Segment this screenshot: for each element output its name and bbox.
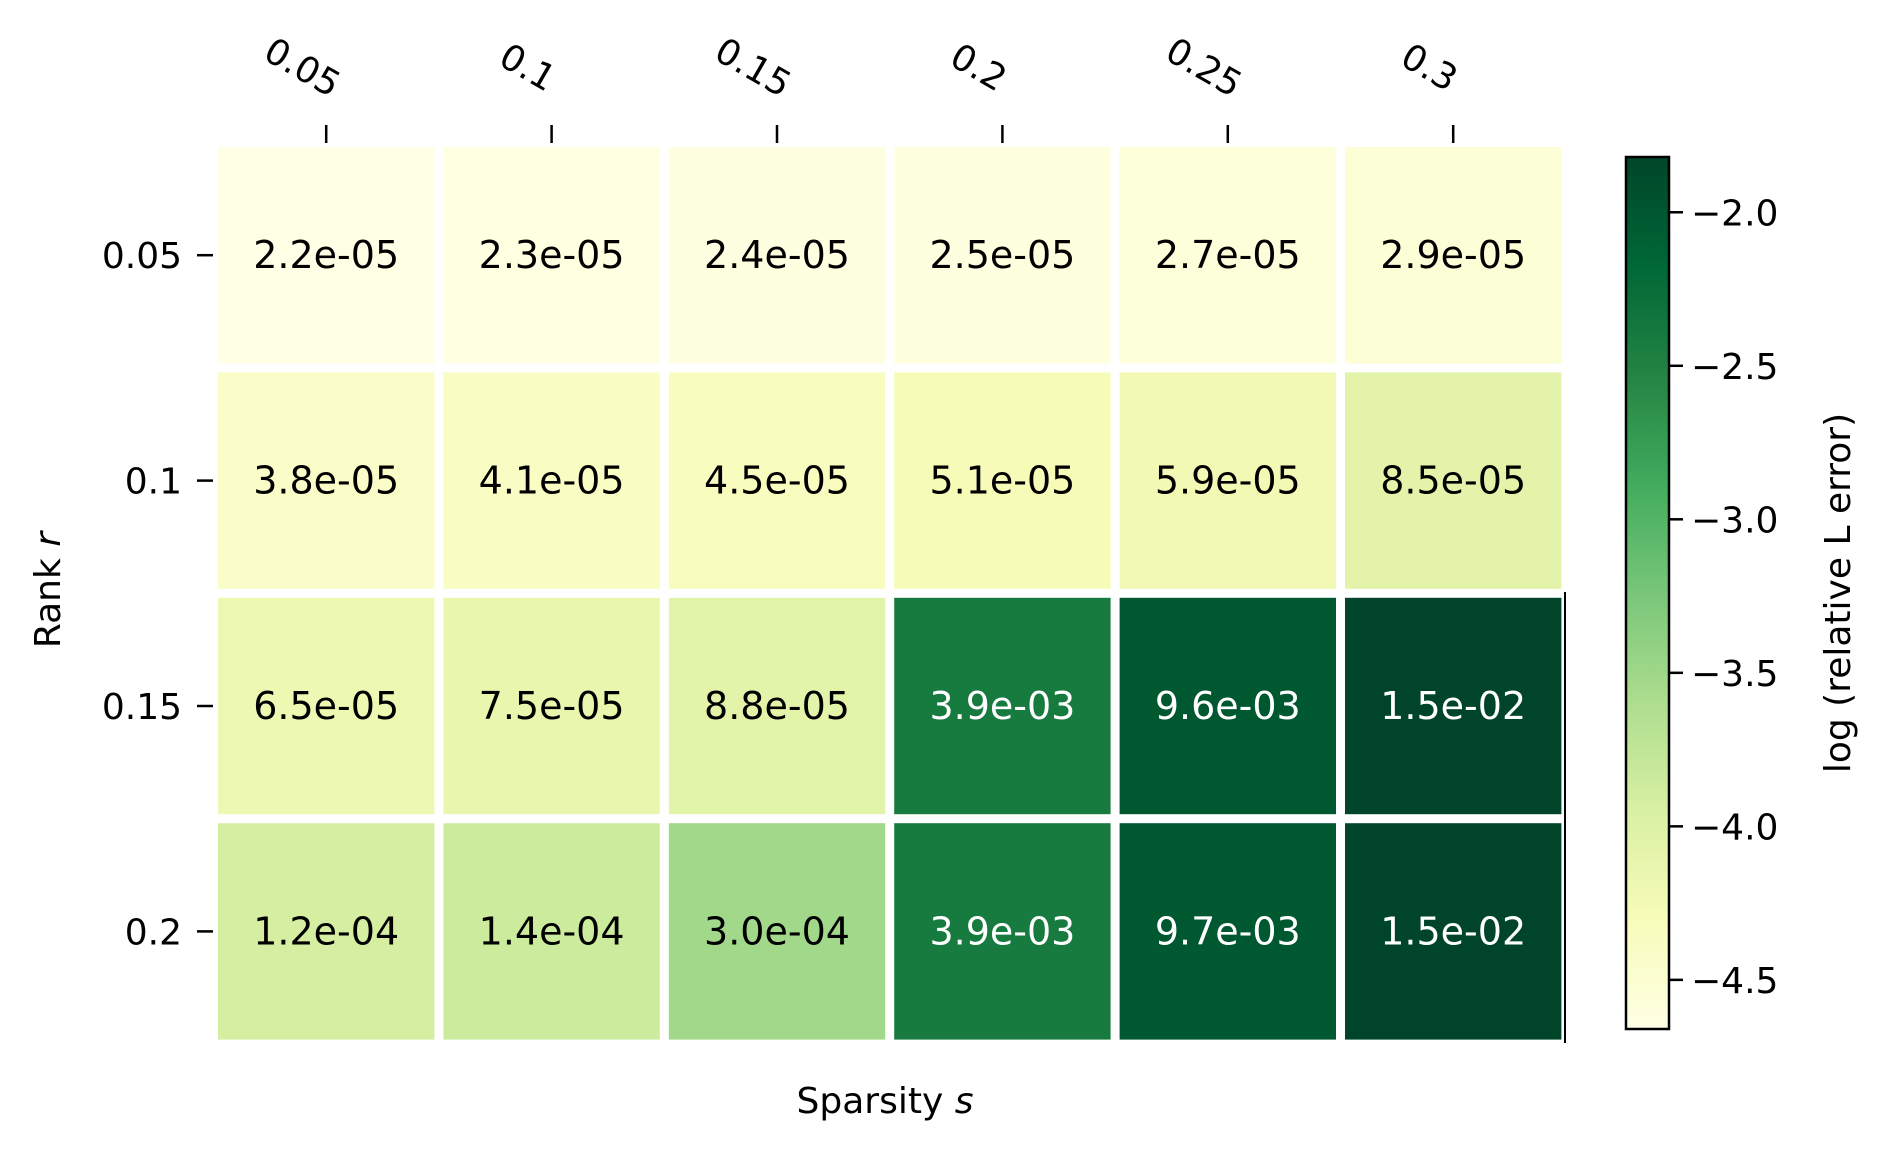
heatmap-cell-label: 4.5e-05 (704, 459, 850, 503)
heatmap-cell-label: 1.4e-04 (479, 909, 625, 953)
x-tick-label: 0.3 (1394, 36, 1464, 100)
colorbar-tick-label: −4.0 (1691, 807, 1778, 848)
heatmap-cell (443, 597, 660, 815)
heatmap-cell (443, 823, 660, 1040)
heatmap-cell-label: 2.4e-05 (704, 233, 850, 277)
y-tick-label: 0.2 (125, 912, 182, 953)
heatmap-cell-label: 2.9e-05 (1380, 233, 1526, 277)
colorbar (1624, 155, 1671, 1031)
x-tick-label: 0.15 (708, 30, 798, 106)
y-axis-ticks: 0.05 0.1 0.15 0.2 (102, 236, 213, 953)
x-axis-ticks: 0.05 0.1 0.15 0.2 0.25 0.3 (257, 30, 1464, 143)
colorbar-tick-label: −2.5 (1691, 347, 1778, 388)
heatmap-cell-label: 3.0e-04 (704, 909, 850, 953)
heatmap-cell-label: 1.2e-04 (253, 909, 399, 953)
heatmap-cell (668, 597, 886, 815)
heatmap-cell-label: 5.9e-05 (1155, 459, 1301, 503)
heatmap-cell-label: 6.5e-05 (253, 684, 399, 728)
heatmap-cell-label: 8.5e-05 (1380, 459, 1526, 503)
heatmap-cell-label: 3.9e-03 (929, 684, 1075, 728)
x-tick-label: 0.05 (257, 30, 347, 106)
x-tick-label: 0.1 (492, 36, 562, 100)
heatmap-cell (894, 372, 1111, 589)
heatmap-cell-label: 2.7e-05 (1155, 233, 1301, 277)
heatmap-cell (668, 147, 886, 364)
y-tick-label: 0.1 (125, 462, 182, 503)
colorbar-tick-label: −2.0 (1691, 193, 1778, 234)
y-tick-label: 0.15 (102, 687, 182, 728)
heatmap-cell-label: 4.1e-05 (479, 459, 625, 503)
colorbar-tick-label: −3.5 (1691, 654, 1778, 695)
heatmap-cell (1119, 147, 1336, 364)
x-axis-label: Sparsity s (797, 1081, 974, 1122)
heatmap-cell (668, 823, 886, 1040)
heatmap-cell (1345, 147, 1562, 364)
heatmap-cell (894, 823, 1111, 1040)
heatmap-cell-label: 2.2e-05 (253, 233, 399, 277)
heatmap-cell-label: 3.8e-05 (253, 459, 399, 503)
heatmap-cell-label: 1.5e-02 (1380, 909, 1526, 953)
heatmap-cell-label: 9.7e-03 (1155, 909, 1301, 953)
heatmap-cell (668, 372, 886, 589)
heatmap-cell-label: 7.5e-05 (479, 684, 625, 728)
heatmap-cell-labels: 2.2e-05 2.3e-05 2.4e-05 2.5e-05 2.7e-05 2.9e-… (253, 233, 1526, 953)
heatmap-cell-label: 3.9e-03 (929, 909, 1075, 953)
x-tick-label: 0.2 (943, 36, 1013, 100)
heatmap-cell (218, 372, 435, 589)
y-tick-label: 0.05 (102, 236, 182, 277)
heatmap-cell (218, 597, 435, 815)
heatmap-cell-label: 2.5e-05 (929, 233, 1075, 277)
heatmap-cell (1119, 372, 1336, 589)
colorbar-tick-label: −3.0 (1691, 500, 1778, 541)
heatmap-cell (218, 147, 435, 364)
heatmap-cell (894, 147, 1111, 364)
heatmap-cell-label: 2.3e-05 (479, 233, 625, 277)
heatmap-cell (1345, 372, 1562, 589)
heatmap-cell-label: 9.6e-03 (1155, 684, 1301, 728)
heatmap-cell (218, 823, 435, 1040)
heatmap-cell (1119, 597, 1336, 815)
heatmap-cell (443, 372, 660, 589)
heatmap-cells (218, 147, 1562, 1040)
heatmap-cell (894, 597, 1111, 815)
x-tick-label: 0.25 (1159, 30, 1249, 106)
heatmap-cell (1345, 597, 1562, 815)
heatmap-cell (1345, 823, 1562, 1040)
heatmap-cell-label: 5.1e-05 (929, 459, 1075, 503)
heatmap-cell-label: 1.5e-02 (1380, 684, 1526, 728)
heatmap-cell-label: 8.8e-05 (704, 684, 850, 728)
heatmap-cell (443, 147, 660, 364)
colorbar-ticks: −2.0 −2.5 −3.0 −3.5 −4.0 −4.5 (1669, 193, 1778, 1002)
colorbar-tick-label: −4.5 (1691, 961, 1778, 1002)
colorbar-label: log (relative L error) (1818, 413, 1859, 773)
heatmap-cell (1119, 823, 1336, 1040)
y-axis-label: Rank r (28, 530, 69, 648)
